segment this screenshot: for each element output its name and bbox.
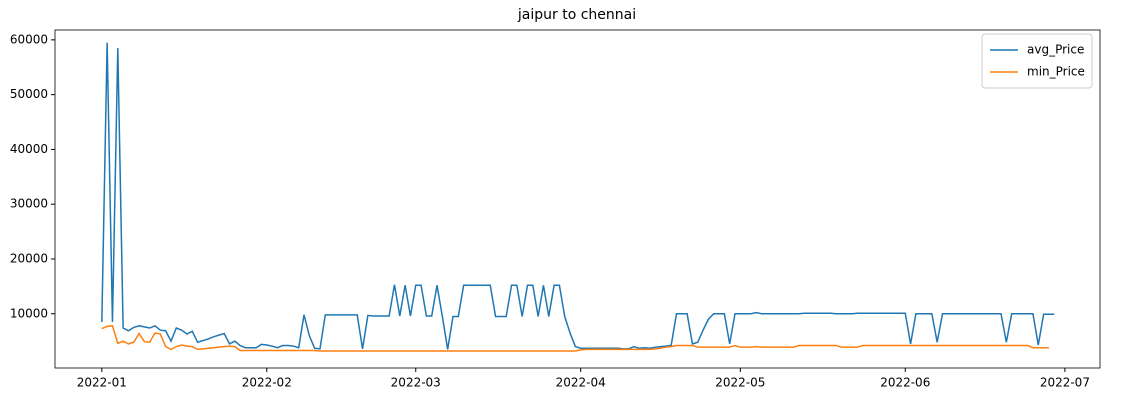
- y-tick-label: 60000: [10, 32, 48, 46]
- x-tick-label: 2022-06: [880, 376, 930, 390]
- y-tick-label: 30000: [10, 197, 48, 211]
- y-tick-label: 50000: [10, 87, 48, 101]
- chart-title: jaipur to chennai: [517, 7, 636, 23]
- plot-frame: [54, 29, 1101, 369]
- x-tick-label: 2022-02: [242, 376, 292, 390]
- y-tick-label: 10000: [10, 306, 48, 320]
- x-tick-label: 2022-03: [391, 376, 441, 390]
- x-tick-label: 2022-04: [556, 376, 606, 390]
- x-tick-label: 2022-05: [715, 376, 765, 390]
- x-tick-label: 2022-07: [1040, 376, 1090, 390]
- line-series: [101, 325, 1049, 352]
- y-tick-label: 40000: [10, 142, 48, 156]
- legend-label: min_Price: [1027, 65, 1085, 79]
- x-tick-label: 2022-01: [77, 376, 127, 390]
- legend-label: avg_Price: [1027, 43, 1084, 57]
- y-tick-label: 20000: [10, 251, 48, 265]
- line-series: [101, 42, 1055, 350]
- legend-box: [981, 33, 1093, 89]
